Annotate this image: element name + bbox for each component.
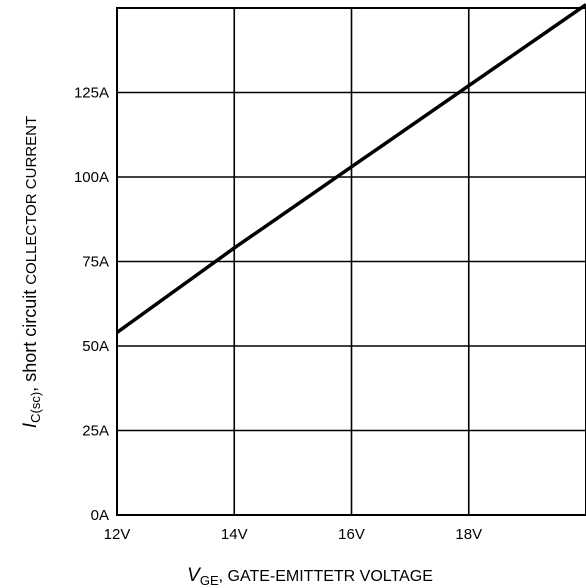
x-axis-symbol: V [187,565,202,586]
x-tick-labels: 12V 14V 16V 18V [104,526,482,543]
y-tick-label: 125A [74,85,109,102]
y-tick-label: 50A [82,338,109,355]
y-axis-subscript: C(sc) [28,392,43,423]
plot-frame [116,7,586,516]
grid-lines [117,8,586,515]
series-line [115,3,586,334]
y-axis-text-small: COLLECTOR CURRENT [23,116,40,285]
y-tick-labels: 0A 25A 50A 75A 100A 125A [74,85,109,525]
y-axis-label: IC(sc), short circuit COLLECTOR CURRENT [20,116,43,428]
series-layer [115,3,586,334]
y-tick-label: 0A [91,507,109,524]
x-tick-label: 12V [104,526,131,543]
x-axis-subscript: GE [200,573,219,588]
y-tick-label: 25A [82,423,109,440]
y-tick-label: 100A [74,169,109,186]
y-axis-symbol: I [20,422,41,428]
x-tick-label: 14V [221,526,248,543]
y-axis-text-main: , short circuit [20,285,40,392]
y-tick-label: 75A [82,254,109,271]
x-axis-label: VGE, GATE-EMITTETR VOLTAGE [187,565,433,588]
x-axis-text: , GATE-EMITTETR VOLTAGE [219,568,433,585]
x-tick-label: 18V [455,526,482,543]
x-tick-label: 16V [338,526,365,543]
